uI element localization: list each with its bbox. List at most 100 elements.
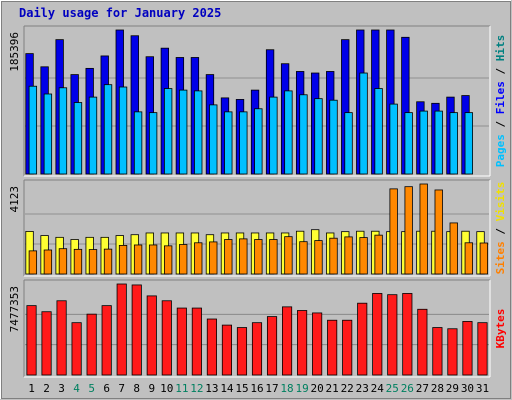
bar-sites [374, 234, 383, 275]
bar-sites [43, 249, 53, 275]
bar-files [209, 104, 218, 175]
series-label-files: Files [494, 81, 507, 114]
x-tick-label: 13 [205, 382, 218, 395]
bar-files [344, 112, 353, 175]
bar-sites [449, 222, 458, 275]
bar-sites [269, 239, 278, 275]
bar-sites [73, 248, 83, 275]
x-tick-label: 26 [401, 382, 414, 395]
series-label-sites: Sites [494, 241, 507, 274]
bar-kbytes [101, 305, 112, 376]
x-tick-label: 5 [88, 382, 95, 395]
x-tick-label: 23 [356, 382, 369, 395]
x-tick-label: 19 [295, 382, 308, 395]
x-tick-label: 6 [103, 382, 110, 395]
x-tick-label: 27 [416, 382, 429, 395]
x-tick-label: 12 [190, 382, 203, 395]
bar-files [28, 85, 38, 175]
bar-sites [209, 241, 218, 275]
x-tick-label: 22 [341, 382, 354, 395]
right-axis-label: Pages / Files / Hits [494, 35, 507, 168]
bar-files [269, 96, 278, 175]
chart-panels: 185396 Pages / Files / Hits 4123 Sites / Vi… [8, 25, 507, 378]
bar-sites [404, 186, 413, 275]
bar-files [58, 87, 68, 175]
x-tick-label: 21 [326, 382, 339, 395]
label-separator: / [494, 114, 507, 134]
x-tick-label: 7 [118, 382, 125, 395]
bar-sites [28, 250, 38, 275]
right-axis-label: KBytes [494, 309, 507, 349]
bar-kbytes [417, 308, 428, 376]
panel-kbytes: 7477353 KBytes [8, 279, 507, 378]
x-tick-label: 14 [220, 382, 234, 395]
chart-title: Daily usage for January 2025 [19, 6, 221, 20]
bar-kbytes [161, 300, 172, 376]
bar-kbytes [251, 322, 263, 376]
bar-sites [344, 236, 353, 275]
bar-kbytes [41, 311, 52, 376]
x-tick-label: 8 [133, 382, 140, 395]
bar-files [148, 112, 158, 175]
bar-sites [389, 188, 398, 275]
series-label-pages: Pages [494, 134, 507, 167]
bar-sites [479, 242, 488, 275]
bar-files [389, 103, 398, 175]
panel-hits: 185396 Pages / Files / Hits [8, 25, 507, 177]
bar-files [464, 112, 473, 175]
x-tick-label: 17 [265, 382, 278, 395]
bar-files [118, 86, 128, 175]
bar-sites [314, 240, 323, 275]
bar-sites [133, 244, 143, 275]
label-separator: / [494, 221, 507, 241]
bar-sites [284, 236, 293, 275]
x-tick-label: 25 [386, 382, 399, 395]
x-axis-day-labels: 1 2 3 4 5 6 7 8 9 10 11 12 13 14 15 16 17 18 19 20 21 22 23 24 2… [28, 382, 489, 395]
x-tick-label: 3 [58, 382, 65, 395]
bar-sites [179, 244, 188, 275]
bar-kbytes [116, 283, 127, 376]
x-tick-label: 16 [250, 382, 263, 395]
bar-files [88, 96, 98, 175]
x-tick-label: 20 [311, 382, 324, 395]
x-tick-label: 2 [43, 382, 50, 395]
y-max-label: 7477353 [8, 286, 21, 332]
bar-sites [194, 242, 203, 275]
bar-sites [88, 249, 98, 275]
bar-sites [359, 237, 368, 275]
bar-files [329, 99, 338, 175]
bar-files [449, 112, 458, 175]
x-tick-label: 11 [175, 382, 188, 395]
bar-kbytes [387, 294, 398, 376]
bar-kbytes [26, 305, 37, 376]
series-label-visits: Visits [494, 182, 507, 222]
x-tick-label: 10 [160, 382, 173, 395]
bar-kbytes [221, 324, 232, 376]
bar-files [284, 90, 293, 175]
bar-kbytes [342, 319, 353, 376]
bar-files [239, 111, 248, 175]
bar-kbytes [146, 295, 157, 376]
x-tick-label: 28 [431, 382, 444, 395]
bar-kbytes [312, 312, 323, 376]
x-tick-label: 18 [280, 382, 293, 395]
y-max-label: 4123 [8, 186, 21, 213]
series-label-kbytes: KBytes [494, 309, 507, 349]
bar-kbytes [86, 313, 97, 376]
bar-files [359, 72, 368, 175]
bar-sites [434, 189, 443, 275]
bar-kbytes [281, 306, 293, 376]
bar-files [103, 84, 113, 175]
bar-kbytes [447, 328, 458, 376]
bar-sites [329, 237, 338, 275]
panel-visits: 4123 Sites / Visits [8, 179, 507, 277]
bar-kbytes [462, 321, 473, 376]
bar-files [314, 98, 323, 175]
bar-kbytes [131, 284, 142, 376]
bar-kbytes [402, 293, 413, 376]
x-tick-label: 15 [235, 382, 248, 395]
bar-files [254, 108, 263, 175]
bar-kbytes [327, 319, 338, 376]
